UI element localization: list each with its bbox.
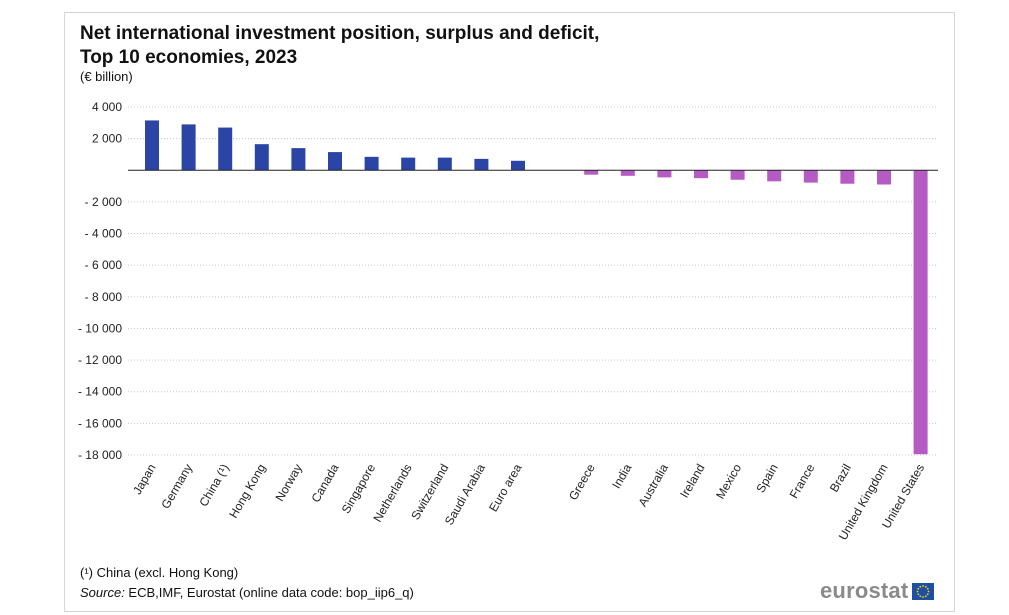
y-tick-label: - 14 000	[78, 385, 122, 399]
x-tick-label: Canada	[308, 461, 341, 505]
bar	[145, 120, 159, 171]
x-tick-label: Brazil	[827, 462, 854, 495]
source-label: Source:	[80, 585, 125, 600]
x-tick-label: China (¹)	[196, 462, 231, 509]
x-tick-label: Norway	[273, 462, 305, 504]
bar	[364, 156, 379, 171]
y-tick-label: - 2 000	[85, 195, 123, 209]
bar	[511, 160, 525, 171]
x-tick-label: Euro area	[486, 461, 525, 514]
y-tick-label: - 8 000	[85, 290, 123, 304]
y-tick-label: - 4 000	[85, 227, 123, 241]
x-tick-label: France	[787, 461, 818, 501]
bar	[181, 124, 196, 171]
chart-title-line2: Top 10 economies, 2023	[80, 47, 298, 68]
bar	[474, 158, 489, 171]
chart-title-line1: Net international investment position, s…	[80, 23, 600, 44]
bar	[254, 144, 269, 171]
eu-flag-icon	[912, 582, 935, 600]
bar	[803, 170, 818, 183]
x-tick-label: Switzerland	[408, 462, 451, 523]
x-tick-label: Australia	[636, 461, 672, 509]
x-tick-label: Ireland	[677, 462, 707, 501]
x-tick-label: Singapore	[339, 461, 379, 516]
source-line: Source: ECB,IMF, Eurostat (online data c…	[80, 585, 414, 600]
eurostat-logo-text: eurostat	[820, 578, 909, 603]
x-tick-label: Japan	[130, 462, 158, 497]
x-tick-label: Germany	[158, 462, 195, 512]
bar	[913, 170, 928, 455]
bar	[694, 170, 708, 179]
chart-title: Net international investment position, s…	[80, 22, 599, 70]
bar	[218, 127, 233, 171]
chart-frame	[64, 12, 955, 612]
footnote: (¹) China (excl. Hong Kong)	[80, 565, 239, 580]
y-tick-label: - 16 000	[78, 416, 122, 430]
source-text: ECB,IMF, Eurostat (online data code: bop…	[124, 585, 414, 600]
y-tick-label: - 10 000	[78, 321, 122, 335]
bar	[620, 170, 635, 176]
bar	[657, 170, 672, 178]
x-tick-label: Mexico	[713, 461, 744, 501]
bar	[840, 170, 855, 184]
bar	[328, 152, 342, 171]
x-tick-label: Greece	[566, 461, 598, 502]
bar	[877, 170, 891, 185]
bar	[767, 170, 782, 182]
x-tick-label: Spain	[753, 462, 780, 496]
y-tick-label: - 12 000	[78, 353, 122, 367]
y-tick-label: - 18 000	[78, 448, 122, 462]
y-tick-label: 2 000	[92, 132, 122, 146]
bar	[401, 157, 416, 171]
bar	[584, 170, 599, 175]
bar	[730, 170, 745, 180]
x-tick-label: India	[609, 461, 634, 491]
y-tick-label: 4 000	[92, 100, 122, 114]
y-tick-label: - 6 000	[85, 258, 123, 272]
eurostat-logo: eurostat	[820, 578, 935, 604]
chart-unit: (€ billion)	[80, 69, 133, 84]
bar	[437, 157, 452, 171]
bar	[291, 148, 306, 171]
x-tick-label: Hong Kong	[226, 462, 268, 521]
